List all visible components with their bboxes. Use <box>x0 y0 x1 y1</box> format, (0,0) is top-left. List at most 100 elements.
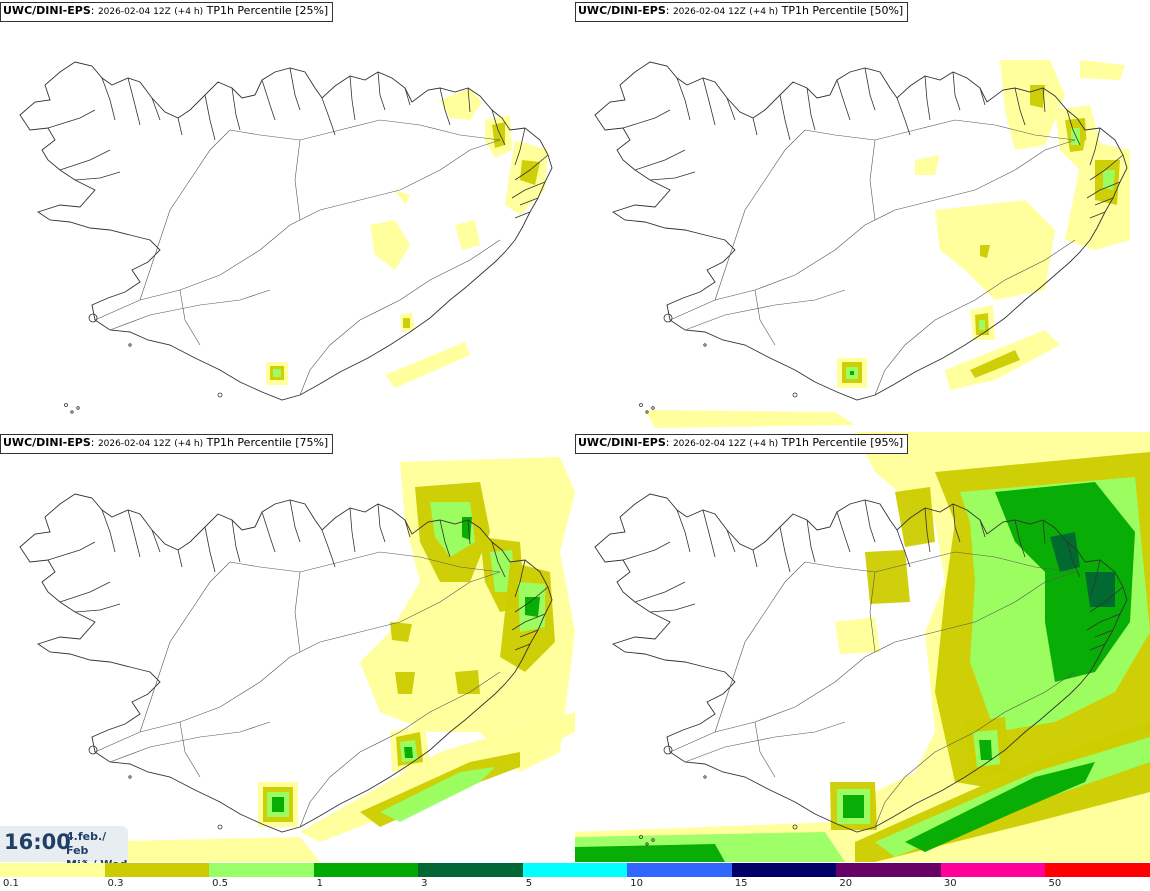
color-scale-label: 15 <box>734 878 748 889</box>
map-canvas <box>19 457 575 862</box>
fjord-line <box>836 511 851 553</box>
island <box>645 410 649 414</box>
fjord-line <box>634 581 686 603</box>
precip-contour <box>404 747 413 758</box>
road-line <box>139 561 231 733</box>
island <box>128 343 132 347</box>
color-scale-labels: 0.1 0.3 0.5 1 3 5 10 15 20 30 50 <box>0 878 1150 891</box>
fjord-line <box>1089 127 1101 166</box>
island <box>217 824 223 830</box>
island <box>639 835 643 839</box>
color-scale-label: 1 <box>316 878 323 889</box>
param-label: TP1h Percentile [95%] <box>781 436 904 449</box>
road-line <box>294 139 301 221</box>
precip-contour <box>525 597 540 617</box>
fjord-line <box>752 117 758 136</box>
precip-contour <box>455 220 480 250</box>
road-line <box>229 119 501 141</box>
fjord-line <box>127 509 141 558</box>
road-line <box>714 561 806 733</box>
color-scale-swatch <box>209 863 314 877</box>
road-line <box>669 139 1076 321</box>
color-scale-swatch <box>104 863 210 877</box>
fjord-line <box>896 529 911 568</box>
lead-label: (+4 h) <box>749 7 779 17</box>
fjord-line <box>979 87 986 106</box>
road-line <box>869 571 876 653</box>
color-scale-swatch <box>1045 863 1150 877</box>
road-line <box>179 289 201 346</box>
fjord-line <box>289 67 301 111</box>
precip-contour <box>995 482 1135 682</box>
precip-contour <box>843 795 864 818</box>
fjord-line <box>1086 613 1121 631</box>
run-label: 2026-02-04 12Z <box>97 7 171 17</box>
fjord-line <box>634 149 686 171</box>
precip-contour <box>403 318 410 328</box>
island <box>128 775 132 779</box>
fjord-line <box>622 109 671 129</box>
island <box>88 313 98 323</box>
precip-contour <box>1085 572 1115 607</box>
color-scale-label: 5 <box>525 878 533 889</box>
fjord-line <box>177 549 183 568</box>
precip-contour <box>380 767 495 822</box>
fjord-line <box>952 503 961 543</box>
fjord-line <box>1089 211 1106 219</box>
valid-date-line1: 4.feb./ Feb <box>66 830 107 857</box>
param-label: TP1h Percentile [25%] <box>206 4 329 17</box>
fjord-line <box>101 77 116 121</box>
color-scale-bar <box>0 863 1150 877</box>
precip-contour <box>455 670 480 694</box>
road-line <box>109 289 271 331</box>
fjord-line <box>404 519 411 538</box>
color-scale-swatch <box>836 863 941 877</box>
road-line <box>869 139 876 221</box>
fjord-line <box>1042 87 1046 113</box>
road-line <box>874 671 1076 828</box>
fjord-line <box>514 211 531 219</box>
precip-contour <box>395 672 415 694</box>
fjord-line <box>752 549 758 568</box>
fjord-line <box>59 149 111 171</box>
precip-contour <box>430 502 475 557</box>
fjord-line <box>1089 559 1101 598</box>
island <box>651 406 655 410</box>
fjord-line <box>514 127 526 166</box>
coastline <box>19 493 553 833</box>
fjord-line <box>204 94 216 141</box>
fjord-line <box>806 87 816 131</box>
color-scale-label: 0.1 <box>3 878 19 889</box>
fjord-line <box>1066 541 1081 578</box>
precip-contour <box>80 837 320 862</box>
island <box>792 824 798 830</box>
fjord-line <box>467 519 471 545</box>
color-scale-label: 30 <box>943 878 957 889</box>
precip-field <box>645 60 1130 428</box>
road-line <box>669 571 1076 753</box>
fjord-line <box>511 613 546 631</box>
fjord-line <box>491 109 506 146</box>
color-scale-label: 0.3 <box>107 878 124 889</box>
island <box>76 406 80 410</box>
lead-label: (+4 h) <box>174 7 204 17</box>
panel-title: UWC/DINI-EPS: 2026-02-04 12Z (+4 h) TP1h… <box>0 2 334 22</box>
fjord-line <box>377 71 386 111</box>
island <box>663 745 673 755</box>
road-line <box>804 119 1076 141</box>
map-canvas <box>594 60 1130 428</box>
fjord-line <box>101 509 116 553</box>
fjord-line <box>204 526 216 573</box>
panel-title: UWC/DINI-EPS: 2026-02-04 12Z (+4 h) TP1h… <box>0 434 334 454</box>
precip-contour <box>979 740 992 760</box>
precip-field <box>80 457 575 862</box>
map-panel-p95: UWC/DINI-EPS: 2026-02-04 12Z (+4 h) TP1h… <box>575 432 1150 862</box>
fjord-line <box>726 97 736 121</box>
island <box>703 775 707 779</box>
road-line <box>94 571 501 753</box>
road-line <box>684 289 846 331</box>
road-line <box>299 239 501 396</box>
map-canvas <box>19 61 553 414</box>
panel-title: UWC/DINI-EPS: 2026-02-04 12Z (+4 h) TP1h… <box>575 434 909 454</box>
source-label: UWC/DINI-EPS <box>3 4 91 17</box>
